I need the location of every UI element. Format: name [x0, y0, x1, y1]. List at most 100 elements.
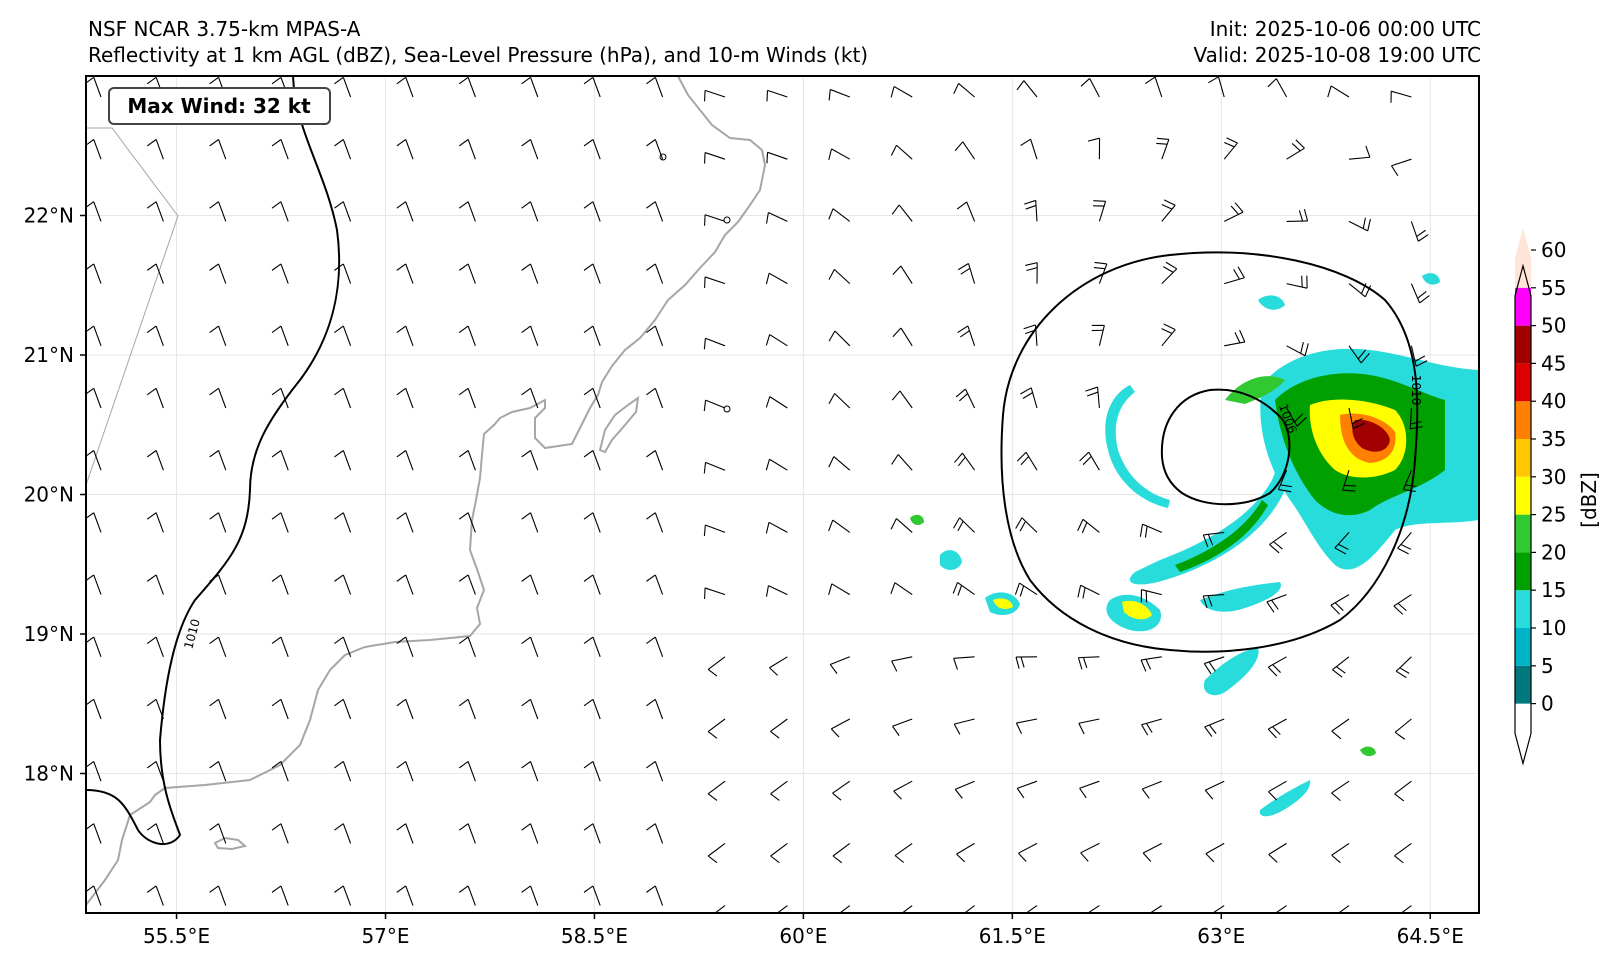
wind-barb	[704, 214, 726, 226]
wind-barb	[1077, 656, 1100, 670]
wind-barb	[583, 823, 601, 844]
wind-barb	[1330, 594, 1350, 615]
wind-barb	[396, 450, 414, 471]
wind-barb	[1268, 780, 1287, 801]
wind-barb	[1161, 323, 1176, 347]
lat-tick-label: 20°N	[24, 483, 74, 507]
wind-barb	[146, 263, 164, 284]
colorbar-segment	[1515, 363, 1531, 402]
wind-barb	[894, 842, 913, 863]
wind-barb	[646, 76, 664, 98]
wind-barb	[957, 325, 976, 346]
header-left: NSF NCAR 3.75-km MPAS-A Reflectivity at …	[88, 16, 868, 68]
wind-barb	[890, 518, 913, 533]
wind-barb	[1080, 842, 1100, 862]
wind-barb	[892, 327, 913, 347]
wind-barb	[521, 823, 539, 844]
wind-barb	[146, 636, 164, 657]
wind-barb	[583, 325, 601, 346]
wind-barb	[954, 141, 976, 160]
wind-barb	[828, 456, 851, 471]
colorbar-tick-label: 20	[1541, 540, 1566, 564]
reflectivity-northeast-cell	[1422, 273, 1440, 285]
wind-barb	[1393, 594, 1412, 615]
wind-barb	[1202, 594, 1225, 609]
wind-barb	[334, 885, 352, 906]
wind-barb	[271, 512, 289, 533]
coastline-small-island	[213, 836, 248, 851]
colorbar-tick-label: 40	[1541, 389, 1566, 413]
wind-barb	[1204, 718, 1225, 737]
lon-tick-label: 63°E	[1197, 924, 1245, 948]
wind-barb	[521, 761, 539, 782]
lat-tick-label: 21°N	[24, 343, 74, 367]
wind-barb	[458, 636, 476, 657]
wind-barb	[209, 698, 227, 720]
wind-barb	[646, 636, 664, 657]
wind-barb	[830, 718, 851, 738]
wind-barb	[646, 387, 664, 409]
colorbar-segment	[1515, 590, 1531, 628]
wind-barb	[1223, 202, 1244, 222]
reflectivity-southeast-band	[1203, 648, 1259, 696]
wind-barb	[1016, 451, 1038, 471]
reflectivity-isolated-cell-3	[910, 514, 924, 526]
wind-barb	[458, 387, 476, 409]
wind-barb	[1274, 905, 1287, 913]
wind-barb	[209, 201, 227, 222]
wind-barb	[1018, 842, 1038, 862]
wind-barb	[892, 718, 913, 736]
wind-barb	[839, 905, 851, 913]
wind-barb	[891, 454, 913, 471]
wind-barb	[146, 387, 164, 409]
wind-barb	[1410, 221, 1429, 242]
wind-barb	[828, 148, 851, 160]
wind-barb	[396, 387, 414, 409]
wind-barb	[1024, 199, 1038, 222]
wind-barb	[1156, 137, 1170, 160]
wind-barb	[952, 581, 975, 596]
reflectivity-northeast-band	[1258, 295, 1285, 310]
wind-barb	[707, 842, 726, 864]
wind-barb	[1014, 582, 1038, 597]
wind-barb	[271, 761, 289, 782]
wind-barb	[458, 512, 476, 533]
wind-barb	[583, 761, 601, 782]
lon-tick-label: 57°E	[361, 924, 409, 948]
wind-barb	[1140, 589, 1162, 603]
wind-barb	[271, 387, 289, 409]
wind-barb	[646, 574, 664, 595]
wind-barb	[646, 263, 664, 284]
colorbar-segment	[1515, 228, 1531, 288]
wind-barb	[209, 761, 227, 782]
wind-barb	[1286, 341, 1309, 357]
wind-barb	[1205, 842, 1225, 863]
wind-barb	[769, 656, 788, 676]
wind-barb	[209, 636, 227, 657]
wind-barb	[765, 272, 788, 285]
colorbar-segment	[1515, 665, 1531, 704]
colorbar-tick-label: 5	[1541, 654, 1554, 678]
wind-barb	[146, 325, 164, 346]
wind-barb	[396, 201, 414, 222]
isobar-1010-west	[86, 76, 341, 845]
wind-barb	[146, 201, 164, 222]
wind-barb	[1077, 584, 1100, 599]
wind-barb	[1277, 469, 1293, 493]
wind-barb	[1348, 345, 1370, 364]
wind-barb	[765, 521, 788, 534]
wind-barb	[828, 519, 851, 533]
lon-tick-label: 58.5°E	[561, 924, 628, 948]
wind-barb	[521, 325, 539, 346]
wind-barb	[209, 325, 227, 346]
wind-barb	[1015, 718, 1038, 734]
colorbar-tick-label: 45	[1541, 351, 1566, 375]
reflectivity-field	[910, 273, 1479, 817]
reflectivity-north-arc	[1225, 376, 1285, 404]
lon-tick-label: 64.5°E	[1397, 924, 1464, 948]
wind-barb	[1016, 780, 1038, 799]
wind-barb	[521, 574, 539, 595]
wind-barb	[396, 325, 414, 346]
wind-barb	[334, 325, 352, 346]
wind-barb	[1141, 718, 1162, 736]
